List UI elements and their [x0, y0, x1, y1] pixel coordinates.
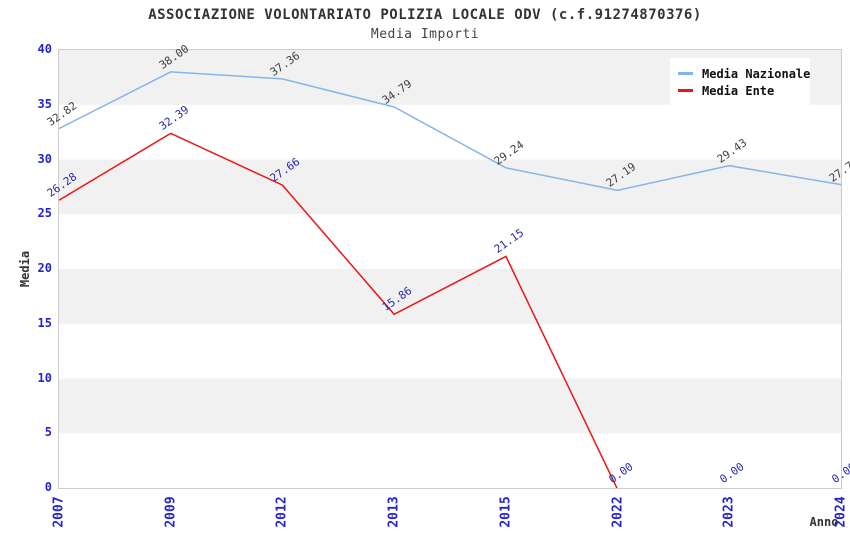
x-tick-2015: 2015	[498, 496, 514, 528]
grid-band	[59, 269, 841, 324]
legend-swatch-nazionale-icon	[678, 72, 693, 75]
y-tick-20: 20	[37, 261, 52, 275]
y-tick-5: 5	[44, 425, 52, 440]
grid-band	[59, 159, 841, 215]
y-tick-15: 15	[37, 315, 52, 330]
y-tick-40: 40	[37, 42, 52, 56]
x-tick-2012: 2012	[274, 496, 290, 528]
x-tick-2023: 2023	[721, 496, 737, 528]
plot-svg	[59, 50, 841, 488]
chart-subtitle: Media Importi	[370, 27, 480, 42]
legend-label-nazionale: Media Nazionale	[702, 66, 811, 81]
x-tick-2009: 2009	[163, 496, 179, 528]
y-tick-30: 30	[37, 151, 52, 166]
y-tick-25: 25	[37, 206, 52, 221]
legend-item-media-nazionale: Media Nazionale	[678, 66, 810, 81]
series-line-media-nazionale	[59, 71, 841, 192]
legend-label-ente: Media Ente	[702, 83, 775, 98]
y-tick-0: 0	[44, 480, 52, 494]
chart-title: ASSOCIAZIONE VOLONTARIATO POLIZIA LOCALE…	[148, 7, 702, 23]
plot-area	[58, 49, 842, 489]
legend: Media Nazionale Media Ente	[670, 58, 810, 106]
x-tick-2013: 2013	[386, 496, 402, 528]
x-axis-title: Anno	[809, 515, 839, 529]
y-tick-10: 10	[37, 370, 52, 385]
legend-swatch-ente-icon	[678, 89, 693, 92]
x-tick-2024: 2024	[833, 496, 849, 528]
y-tick-35: 35	[37, 96, 52, 111]
x-tick-2022: 2022	[610, 496, 626, 528]
x-tick-2007: 2007	[51, 496, 67, 528]
legend-item-media-ente: Media Ente	[678, 83, 802, 98]
series-line-media-ente	[59, 132, 618, 488]
grid-band	[59, 378, 841, 434]
